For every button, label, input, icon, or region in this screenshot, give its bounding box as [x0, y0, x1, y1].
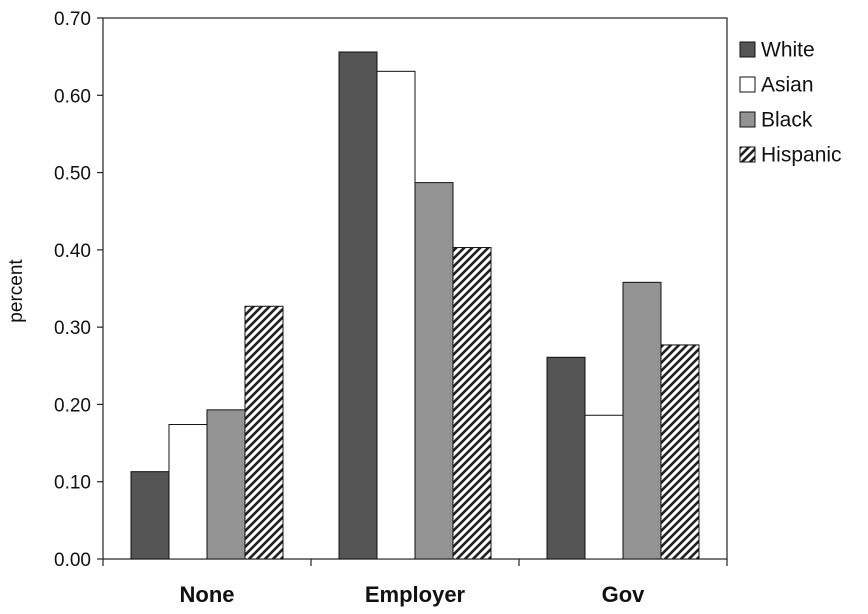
- y-tick-label: 0.10: [54, 473, 91, 494]
- legend-label-black: Black: [761, 109, 813, 132]
- x-category-label: Gov: [602, 582, 646, 607]
- bar-asian-gov: [584, 414, 624, 560]
- bar-hispanic-employer: [452, 247, 492, 560]
- x-category-label: Employer: [365, 582, 466, 607]
- y-tick-label: 0.70: [54, 9, 91, 30]
- bar-black-gov: [622, 281, 662, 560]
- x-category-label: None: [180, 582, 235, 607]
- y-axis-label: percent: [6, 259, 27, 323]
- y-tick-label: 0.60: [54, 86, 91, 107]
- bar-black-none: [206, 409, 246, 560]
- legend: White Asian Black Hispanic: [739, 39, 842, 167]
- plot-area: 0.00 0.10 0.20 0.30 0.40 0.50 0.60 0.70 None Empl…: [54, 9, 728, 607]
- legend-label-asian: Asian: [761, 74, 814, 97]
- bar-white-employer: [338, 51, 378, 560]
- bar-hispanic-gov: [660, 344, 700, 560]
- legend-swatch-hispanic: [739, 146, 756, 163]
- legend-swatch-asian: [739, 76, 756, 93]
- bar-black-employer: [414, 182, 454, 560]
- y-tick-label: 0.20: [54, 395, 91, 416]
- legend-swatch-white: [739, 41, 756, 58]
- legend-swatch-black: [739, 111, 756, 128]
- bar-white-none: [130, 471, 170, 560]
- y-tick-label: 0.40: [54, 241, 91, 262]
- legend-label-hispanic: Hispanic: [761, 144, 842, 167]
- bar-asian-employer: [376, 70, 416, 560]
- y-tick-label: 0.50: [54, 164, 91, 185]
- legend-label-white: White: [761, 39, 815, 62]
- bar-hispanic-none: [244, 305, 284, 560]
- y-tick-label: 0.00: [54, 550, 91, 571]
- y-tick-label: 0.30: [54, 318, 91, 339]
- bar-asian-none: [168, 424, 208, 560]
- bar-white-gov: [546, 356, 586, 560]
